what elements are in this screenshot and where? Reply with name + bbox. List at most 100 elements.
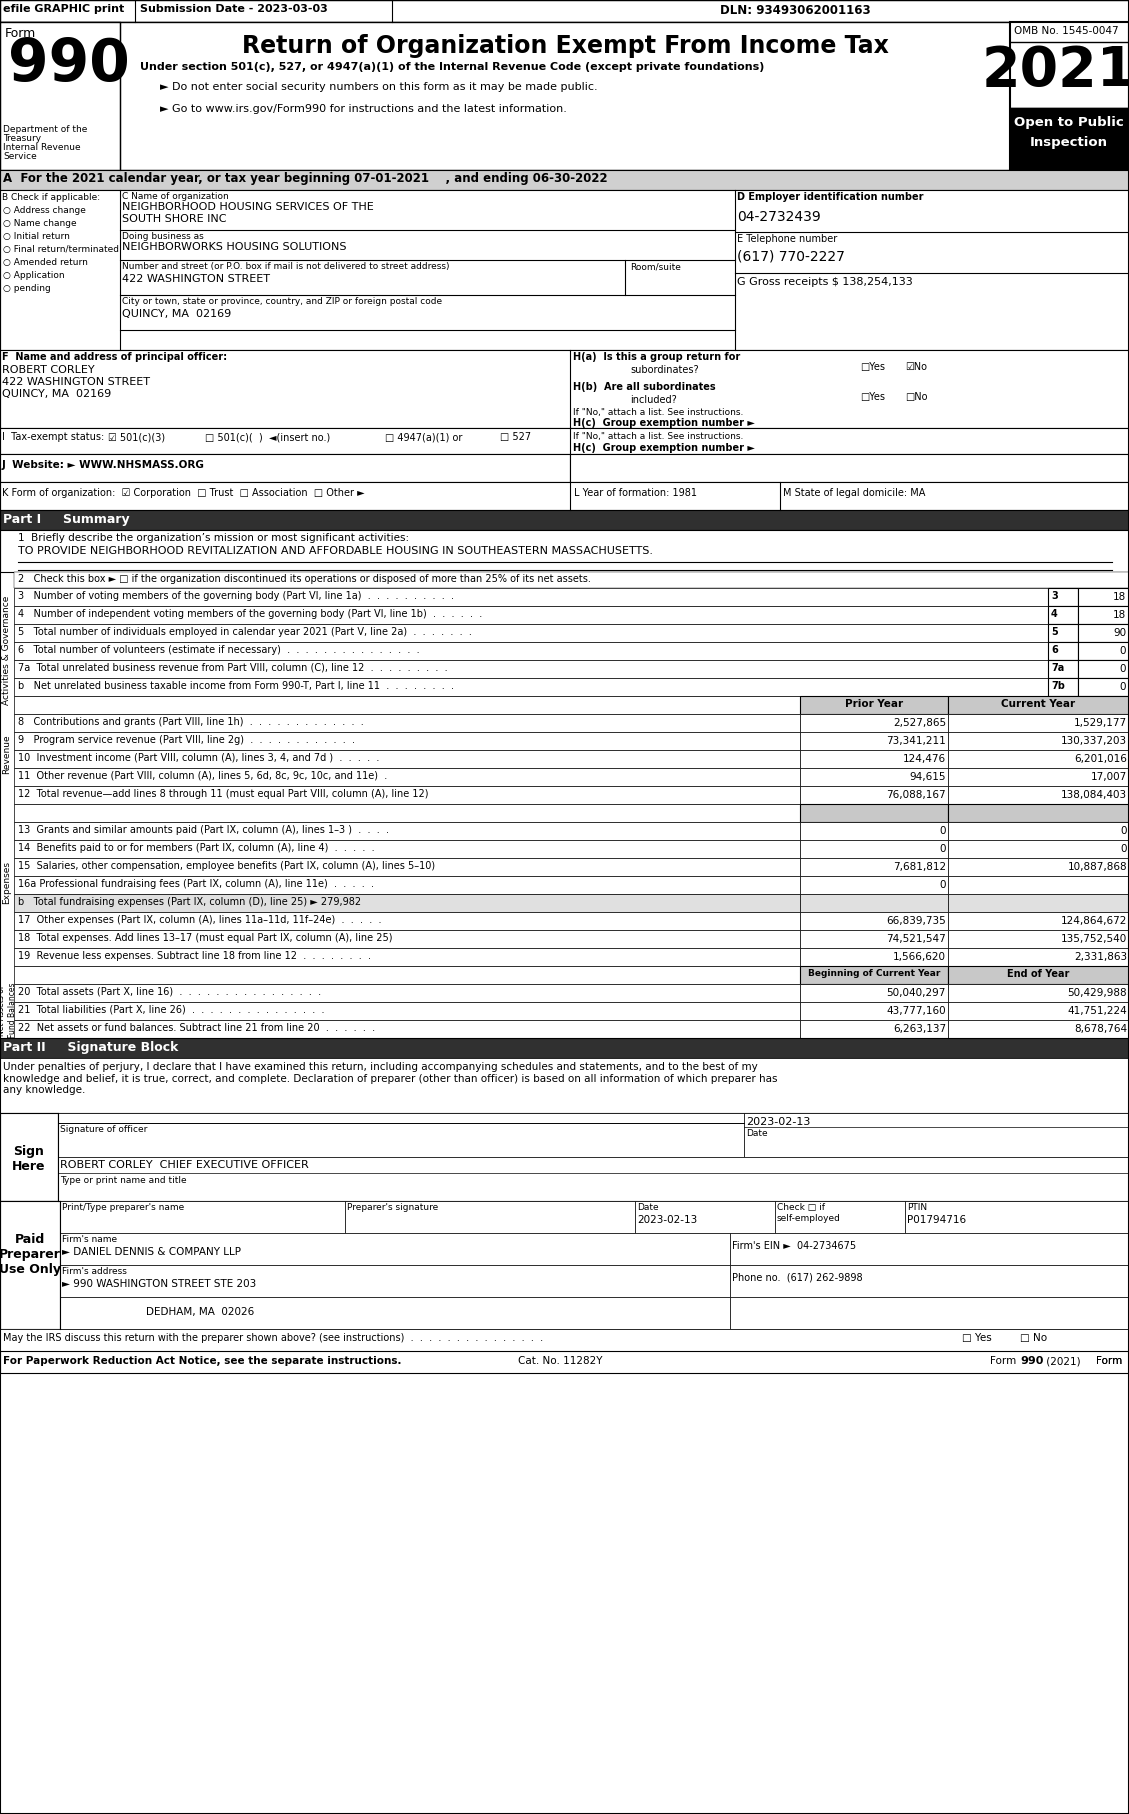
Text: Expenses: Expenses (2, 860, 11, 903)
Text: 76,088,167: 76,088,167 (886, 791, 946, 800)
Bar (948, 733, 1129, 749)
Bar (948, 697, 1129, 715)
Text: ► Do not enter social security numbers on this form as it may be made public.: ► Do not enter social security numbers o… (160, 82, 597, 93)
Text: 17  Other expenses (Part IX, column (A), lines 11a–11d, 11f–24e)  .  .  .  .  .: 17 Other expenses (Part IX, column (A), … (18, 914, 382, 925)
Text: 8,678,764: 8,678,764 (1074, 1023, 1127, 1034)
Text: Form ⁠: Form ⁠ (1095, 1357, 1124, 1366)
Bar (0, 483, 1129, 510)
Text: Doing business as: Doing business as (122, 232, 203, 241)
Bar (948, 785, 1129, 804)
Bar (0, 1201, 60, 1330)
Text: 0: 0 (939, 880, 946, 891)
Text: ROBERT CORLEY  CHIEF EXECUTIVE OFFICER: ROBERT CORLEY CHIEF EXECUTIVE OFFICER (60, 1159, 308, 1170)
Bar (1010, 109, 1129, 171)
Text: ○ Initial return: ○ Initial return (3, 232, 70, 241)
Text: QUINCY, MA  02169: QUINCY, MA 02169 (2, 388, 112, 399)
Text: Form: Form (990, 1357, 1019, 1366)
Bar (58, 1157, 1129, 1201)
Bar (948, 1001, 1129, 1019)
Bar (0, 530, 1129, 571)
Bar (14, 912, 800, 931)
Text: NEIGHBORHOOD HOUSING SERVICES OF THE: NEIGHBORHOOD HOUSING SERVICES OF THE (122, 201, 374, 212)
Text: 17,007: 17,007 (1091, 773, 1127, 782)
Text: Firm's EIN ►  04-2734675: Firm's EIN ► 04-2734675 (732, 1241, 856, 1252)
Bar (14, 876, 800, 894)
Text: 124,864,672: 124,864,672 (1060, 916, 1127, 925)
Text: Return of Organization Exempt From Income Tax: Return of Organization Exempt From Incom… (242, 34, 889, 58)
Text: 3: 3 (1051, 591, 1058, 600)
Text: 10  Investment income (Part VIII, column (A), lines 3, 4, and 7d )  .  .  .  .  : 10 Investment income (Part VIII, column … (18, 753, 379, 764)
Bar (14, 840, 800, 858)
Text: Number and street (or P.O. box if mail is not delivered to street address): Number and street (or P.O. box if mail i… (122, 261, 449, 270)
Bar (800, 840, 948, 858)
Text: b   Total fundraising expenses (Part IX, column (D), line 25) ► 279,982: b Total fundraising expenses (Part IX, c… (18, 896, 361, 907)
Bar (948, 767, 1129, 785)
Bar (14, 642, 1048, 660)
Text: □ Yes: □ Yes (962, 1333, 991, 1342)
Text: ○ Final return/terminated: ○ Final return/terminated (3, 245, 119, 254)
Bar (14, 571, 1129, 588)
Text: Date: Date (637, 1203, 658, 1212)
Bar (0, 171, 1129, 190)
Bar (948, 912, 1129, 931)
Text: □Yes: □Yes (860, 392, 885, 403)
Text: 2   Check this box ► □ if the organization discontinued its operations or dispos: 2 Check this box ► □ if the organization… (18, 573, 590, 584)
Text: 2023-02-13: 2023-02-13 (637, 1215, 698, 1224)
Text: 04-2732439: 04-2732439 (737, 210, 821, 223)
Bar (14, 660, 1048, 678)
Text: efile GRAPHIC print: efile GRAPHIC print (3, 4, 124, 15)
Bar (800, 749, 948, 767)
Bar (1048, 588, 1078, 606)
Text: 135,752,540: 135,752,540 (1061, 934, 1127, 943)
Text: Form: Form (5, 27, 36, 40)
Bar (1048, 660, 1078, 678)
Text: Submission Date - 2023-03-03: Submission Date - 2023-03-03 (140, 4, 327, 15)
Text: K Form of organization:  ☑ Corporation  □ Trust  □ Association  □ Other ►: K Form of organization: ☑ Corporation □ … (2, 488, 365, 499)
Bar (14, 931, 800, 949)
Text: 2,527,865: 2,527,865 (893, 718, 946, 727)
Bar (744, 1114, 1129, 1157)
Bar (1078, 678, 1129, 697)
Bar (1048, 642, 1078, 660)
Bar (14, 1019, 800, 1038)
Text: 18  Total expenses. Add lines 13–17 (must equal Part IX, column (A), line 25): 18 Total expenses. Add lines 13–17 (must… (18, 932, 393, 943)
Text: □ No: □ No (1019, 1333, 1047, 1342)
Bar (0, 1351, 1129, 1373)
Bar (14, 697, 1048, 715)
Text: ○ Amended return: ○ Amended return (3, 258, 88, 267)
Text: 13  Grants and similar amounts paid (Part IX, column (A), lines 1–3 )  .  .  .  : 13 Grants and similar amounts paid (Part… (18, 825, 390, 834)
Bar (1078, 624, 1129, 642)
Text: 7,681,812: 7,681,812 (893, 862, 946, 873)
Text: PTIN: PTIN (907, 1203, 927, 1212)
Bar (14, 785, 800, 804)
Bar (14, 733, 800, 749)
Text: OMB No. 1545-0047: OMB No. 1545-0047 (1014, 25, 1119, 36)
Text: Prior Year: Prior Year (844, 698, 903, 709)
Bar (1078, 660, 1129, 678)
Text: 15  Salaries, other compensation, employee benefits (Part IX, column (A), lines : 15 Salaries, other compensation, employe… (18, 862, 435, 871)
Text: G Gross receipts $ 138,254,133: G Gross receipts $ 138,254,133 (737, 278, 912, 287)
Text: H(c)  Group exemption number ►: H(c) Group exemption number ► (574, 417, 755, 428)
Text: ► Go to www.irs.gov/Form990 for instructions and the latest information.: ► Go to www.irs.gov/Form990 for instruct… (160, 103, 567, 114)
Bar (14, 949, 800, 967)
Text: M State of legal domicile: MA: M State of legal domicile: MA (784, 488, 926, 499)
Bar (948, 931, 1129, 949)
Text: 6   Total number of volunteers (estimate if necessary)  .  .  .  .  .  .  .  .  : 6 Total number of volunteers (estimate i… (18, 646, 420, 655)
Text: included?: included? (630, 395, 676, 405)
Text: Room/suite: Room/suite (630, 261, 681, 270)
Text: 74,521,547: 74,521,547 (886, 934, 946, 943)
Text: ☑ 501(c)(3): ☑ 501(c)(3) (108, 432, 165, 443)
Bar (800, 912, 948, 931)
Text: J  Website: ► WWW.NHSMASS.ORG: J Website: ► WWW.NHSMASS.ORG (2, 461, 204, 470)
Bar (800, 767, 948, 785)
Text: 4: 4 (1051, 610, 1058, 619)
Text: 422 WASHINGTON STREET: 422 WASHINGTON STREET (122, 274, 270, 285)
Text: 124,476: 124,476 (903, 755, 946, 764)
Text: □Yes: □Yes (860, 363, 885, 372)
Bar (1078, 606, 1129, 624)
Text: Service: Service (3, 152, 37, 161)
Text: Preparer's signature: Preparer's signature (347, 1203, 438, 1212)
Text: 16a Professional fundraising fees (Part IX, column (A), line 11e)  .  .  .  .  .: 16a Professional fundraising fees (Part … (18, 880, 374, 889)
Text: 94,615: 94,615 (910, 773, 946, 782)
Text: ☑No: ☑No (905, 363, 927, 372)
